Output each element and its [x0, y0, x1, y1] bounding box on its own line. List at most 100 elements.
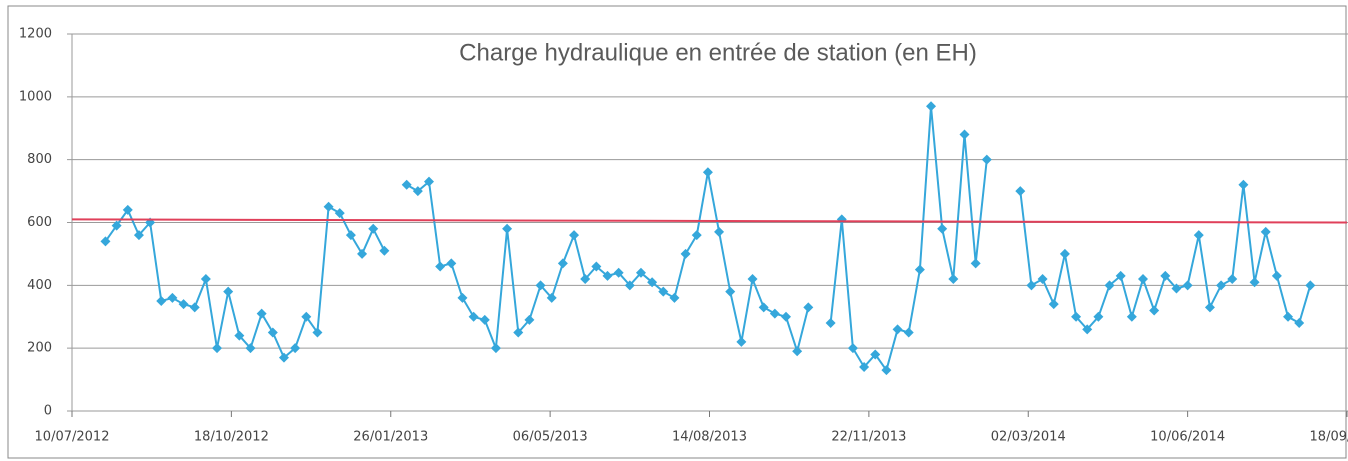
marker: [758, 302, 769, 313]
y-tick-label: 1200: [19, 27, 52, 42]
marker: [412, 186, 423, 197]
marker: [1104, 280, 1115, 291]
marker: [1037, 274, 1048, 285]
marker: [870, 349, 881, 360]
grid: [67, 33, 1348, 417]
marker: [111, 220, 122, 231]
y-tick-label: 400: [27, 278, 52, 293]
line: [71, 218, 1348, 224]
y-tick-label: 200: [27, 341, 52, 356]
marker: [970, 258, 981, 269]
line: [104, 106, 1312, 373]
marker: [457, 292, 468, 303]
marker: [1204, 302, 1215, 313]
marker: [1249, 277, 1260, 288]
labels: 0 200 400 600 800 1000 1200 10/07/2012 18/10/201…: [19, 27, 1348, 445]
marker: [435, 261, 446, 272]
marker: [312, 327, 323, 338]
x-tick-label: 18/09/2014: [1310, 430, 1348, 445]
marker: [580, 274, 591, 285]
marker: [245, 343, 256, 354]
marker: [959, 129, 970, 140]
marker: [278, 352, 289, 363]
marker: [680, 248, 691, 259]
x-tick-label: 06/05/2013: [513, 430, 588, 445]
marker: [1071, 311, 1082, 322]
marker: [981, 154, 992, 165]
marker: [702, 167, 713, 178]
marker: [200, 274, 211, 285]
y-tick-label: 1000: [19, 89, 52, 104]
marker: [903, 327, 914, 338]
x-tick-label: 10/07/2012: [35, 430, 110, 445]
marker: [647, 277, 658, 288]
marker: [658, 286, 669, 297]
marker: [1216, 280, 1227, 291]
marker: [635, 267, 646, 278]
marker: [557, 258, 568, 269]
marker: [189, 302, 200, 313]
marker: [479, 314, 490, 325]
marker: [1093, 311, 1104, 322]
marker: [513, 327, 524, 338]
marker: [847, 343, 858, 354]
marker: [424, 176, 434, 187]
marker: [1294, 318, 1305, 329]
marker: [881, 365, 892, 376]
chart-title: Charge hydraulique en entrée de station …: [459, 39, 977, 66]
marker: [502, 223, 513, 234]
marker: [379, 245, 390, 256]
marker: [334, 208, 345, 219]
marker: [1059, 248, 1070, 259]
marker: [1260, 226, 1271, 237]
marker: [1271, 270, 1282, 281]
marker: [914, 264, 925, 275]
marker: [781, 311, 791, 322]
marker: [825, 318, 836, 329]
marker: [613, 267, 624, 278]
marker: [926, 101, 937, 112]
marker: [323, 201, 334, 212]
marker: [535, 280, 546, 291]
marker: [1048, 299, 1059, 310]
marker: [178, 299, 189, 310]
marker: [122, 204, 133, 215]
marker: [1015, 186, 1026, 197]
marker: [357, 248, 368, 259]
marker: [714, 226, 725, 237]
marker: [156, 296, 167, 307]
x-tick-label: 10/06/2014: [1150, 430, 1225, 445]
marker: [803, 302, 814, 313]
marker: [1026, 280, 1037, 291]
marker: [859, 362, 870, 373]
marker: [256, 308, 267, 319]
marker: [937, 223, 948, 234]
marker: [725, 286, 736, 297]
marker: [1227, 274, 1238, 285]
frame: [7, 5, 1347, 459]
marker: [1126, 311, 1137, 322]
marker: [691, 230, 702, 241]
marker: [212, 343, 223, 354]
marker: [234, 330, 245, 341]
marker: [446, 258, 457, 269]
marker: [602, 270, 613, 281]
marker: [792, 346, 803, 357]
marker: [401, 179, 412, 190]
marker: [1115, 270, 1126, 281]
x-tick-label: 02/03/2014: [991, 430, 1066, 445]
marks: [71, 101, 1348, 376]
marker: [301, 311, 312, 322]
marker: [624, 280, 635, 291]
marker: [468, 311, 479, 322]
marker: [1193, 230, 1204, 241]
marker: [1138, 274, 1148, 285]
marker: [1182, 280, 1193, 291]
x-tick-label: 22/11/2013: [831, 430, 906, 445]
marker: [368, 223, 379, 234]
marker: [490, 343, 501, 354]
marker: [133, 230, 144, 241]
marker: [546, 292, 557, 303]
